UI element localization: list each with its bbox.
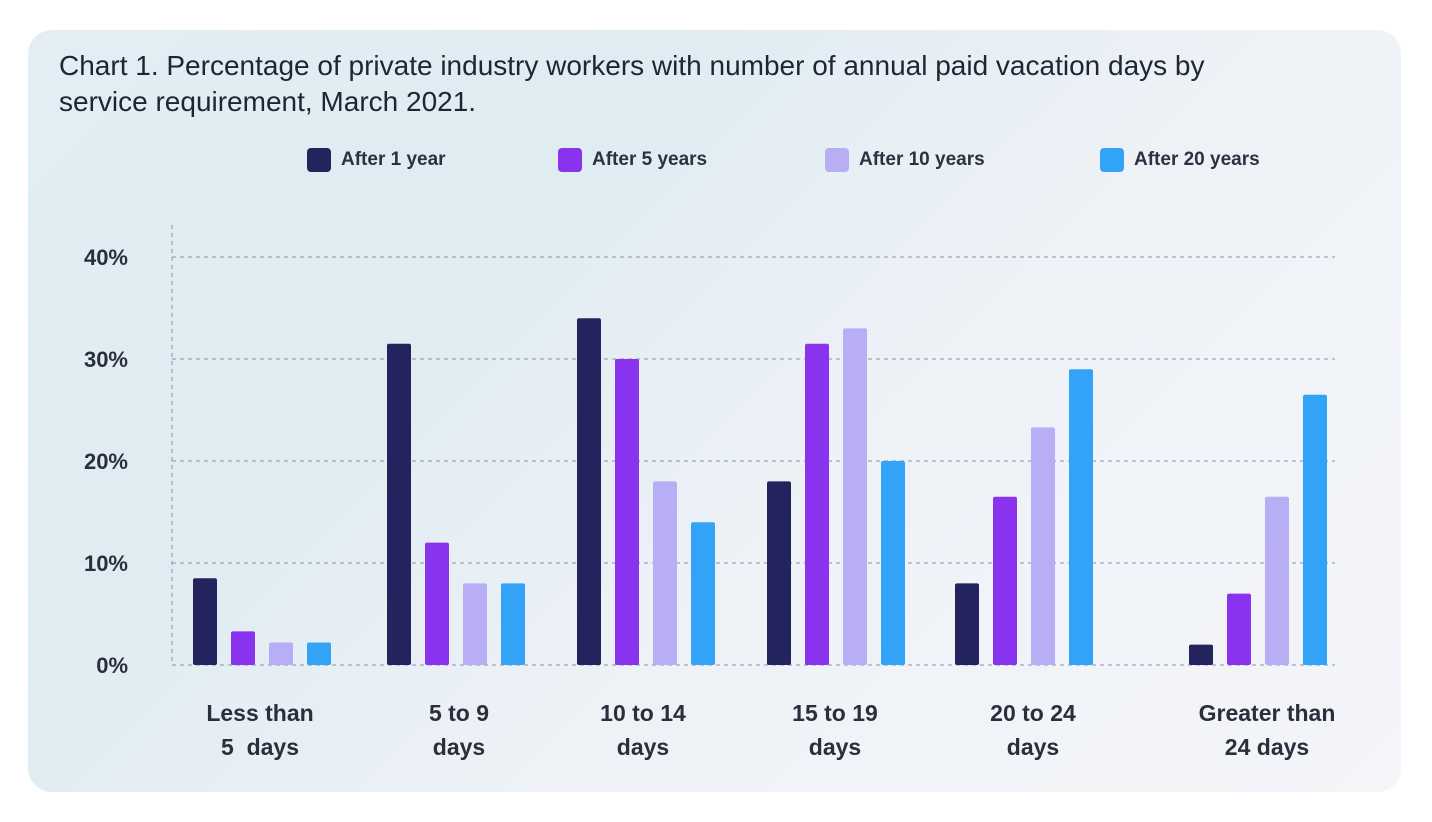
x-tick-label: days (617, 734, 669, 760)
bar (993, 496, 1017, 665)
bar (1227, 593, 1251, 665)
y-tick-label: 30% (84, 347, 128, 372)
bar (1265, 496, 1289, 665)
bar (463, 583, 487, 665)
legend-swatch (307, 148, 331, 172)
chart-legend: After 1 year After 5 years After 10 years A… (0, 148, 1432, 176)
bar (269, 642, 293, 665)
legend-swatch (558, 148, 582, 172)
x-tick-label: days (1007, 734, 1059, 760)
bar (653, 481, 677, 665)
x-tick-label: Greater than (1199, 700, 1336, 726)
x-tick-label: 20 to 24 (990, 700, 1076, 726)
bar (501, 583, 525, 665)
legend-item: After 10 years (825, 148, 985, 172)
chart-title: Chart 1. Percentage of private industry … (59, 50, 1205, 117)
legend-label: After 20 years (1134, 149, 1260, 170)
y-tick-label: 40% (84, 245, 128, 270)
bar (881, 461, 905, 665)
bar (805, 343, 829, 665)
x-tick-label: 5 to 9 (429, 700, 489, 726)
legend-label: After 1 year (341, 149, 446, 170)
x-tick-label: 10 to 14 (600, 700, 686, 726)
legend-item: After 1 year (307, 148, 446, 172)
bar (387, 343, 411, 665)
bar (425, 542, 449, 665)
bar (1031, 427, 1055, 665)
x-tick-label: 5 days (221, 734, 299, 760)
y-tick-label: 10% (84, 551, 128, 576)
x-tick-label: days (809, 734, 861, 760)
bar (307, 642, 331, 665)
legend-label: After 5 years (592, 149, 708, 170)
legend-item: After 5 years (558, 148, 707, 172)
bar (1303, 394, 1327, 665)
x-tick-label: days (433, 734, 485, 760)
bar (193, 578, 217, 665)
x-tick-label: 24 days (1225, 734, 1309, 760)
y-tick-label: 0% (96, 653, 128, 678)
y-tick-label: 20% (84, 449, 128, 474)
bar (1069, 369, 1093, 665)
bar (843, 328, 867, 665)
bar (1189, 644, 1213, 665)
legend-swatch (1100, 148, 1124, 172)
bar (577, 318, 601, 665)
bar (767, 481, 791, 665)
legend-swatch (825, 148, 849, 172)
bar (615, 359, 639, 665)
bar (955, 583, 979, 665)
bar (231, 631, 255, 665)
legend-item: After 20 years (1100, 148, 1260, 172)
x-tick-label: Less than (206, 700, 313, 726)
bar (691, 522, 715, 665)
legend-label: After 10 years (859, 149, 985, 170)
x-tick-label: 15 to 19 (792, 700, 878, 726)
